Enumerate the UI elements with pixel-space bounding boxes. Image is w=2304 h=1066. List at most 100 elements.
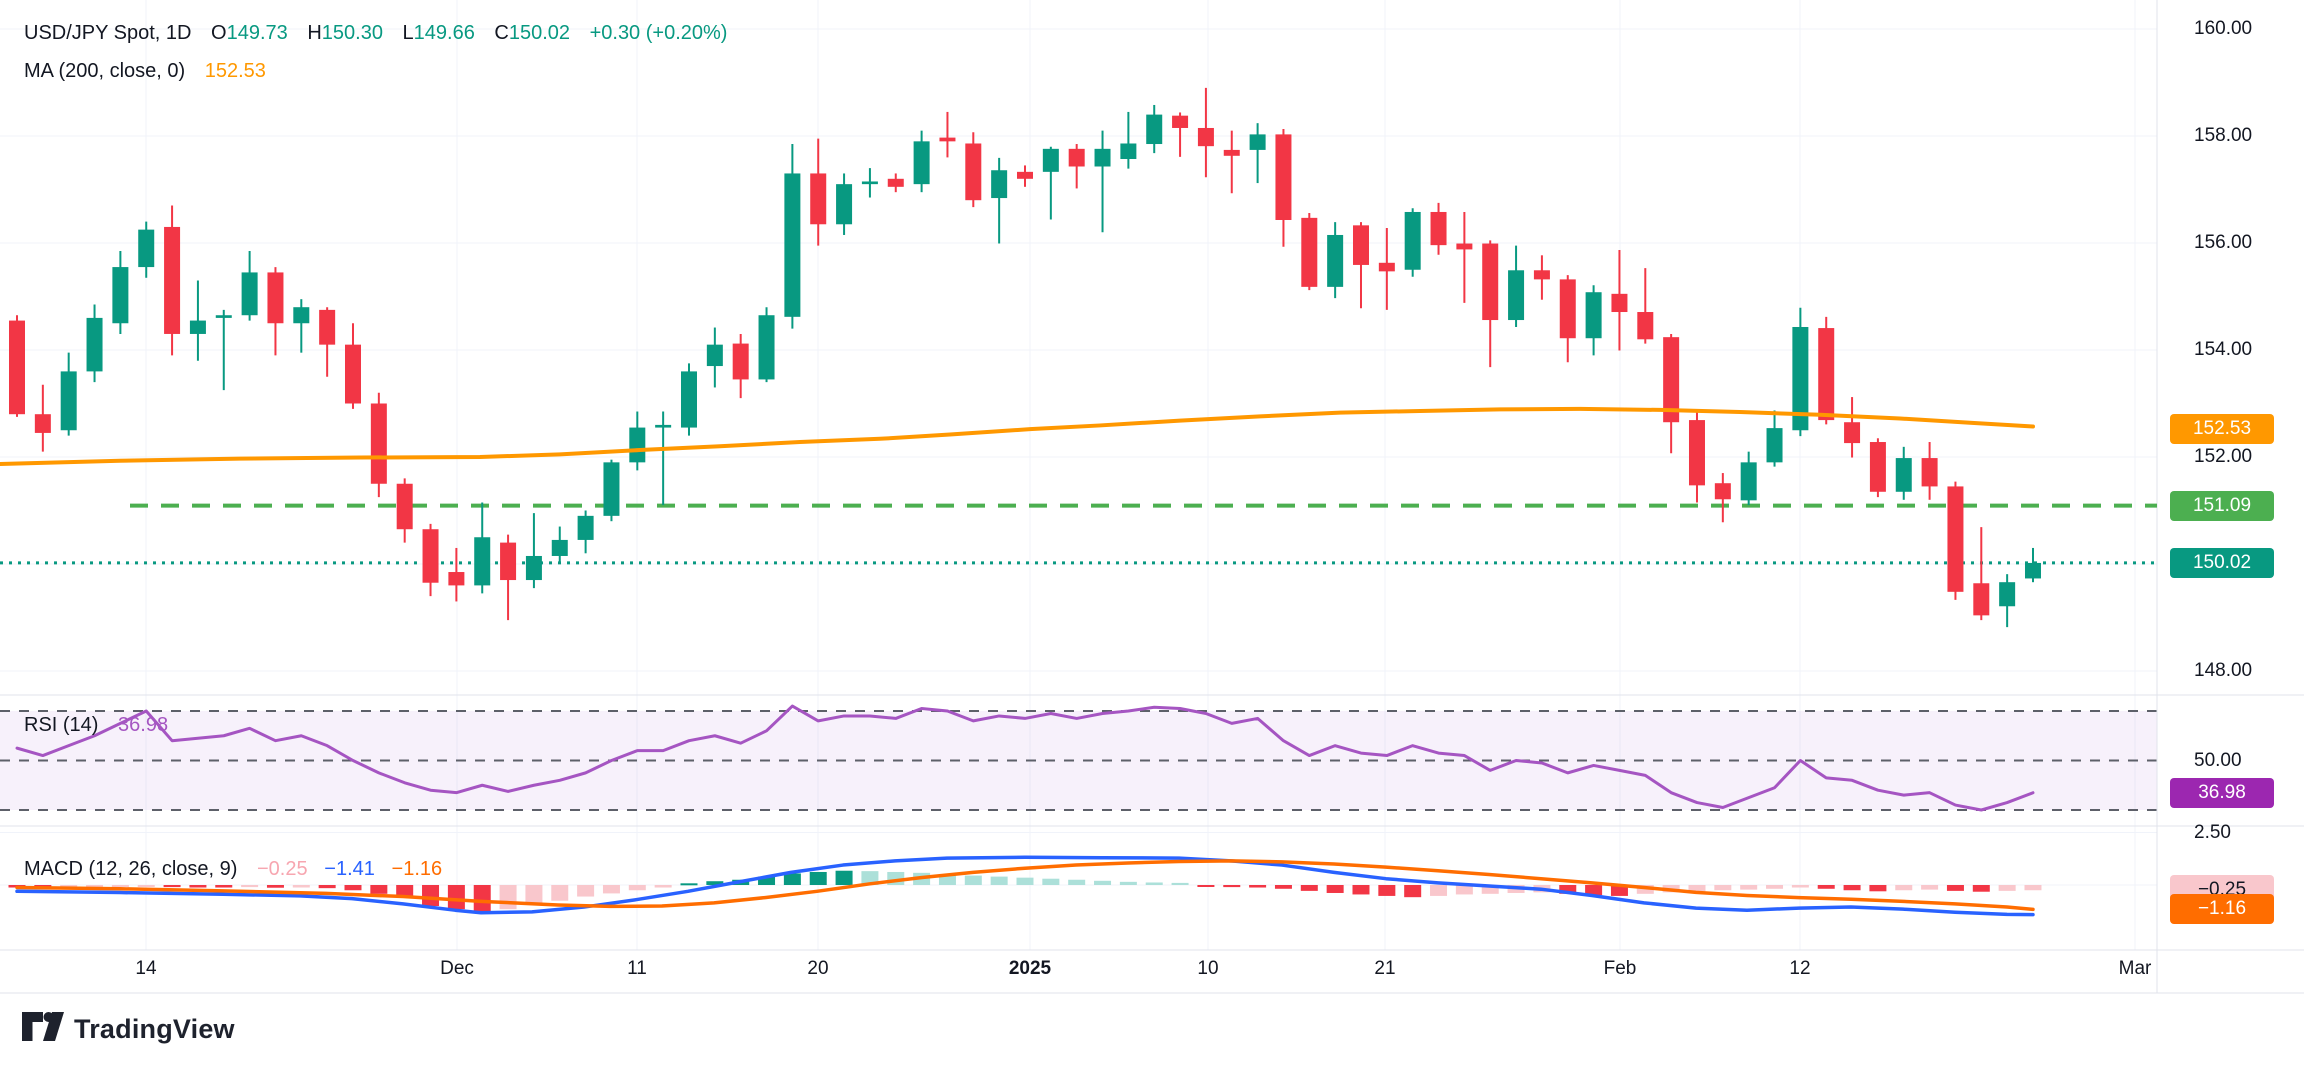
axis-tick-label: 158.00 — [2194, 125, 2253, 146]
macd-line — [15, 855, 2035, 917]
axis-tick-label: 152.00 — [2194, 446, 2253, 467]
macd-histogram-bar — [1998, 885, 2016, 891]
time-tick-label: 12 — [1789, 958, 1811, 979]
macd-histogram-bar — [861, 871, 879, 885]
candle-down — [34, 414, 51, 433]
macd-histogram-bar — [525, 885, 543, 905]
axis-tick-label: 160.00 — [2194, 18, 2253, 39]
candle-down — [1947, 486, 1964, 592]
macd-histogram-bar — [1714, 885, 1732, 891]
brand-text: TradingView — [74, 1013, 235, 1044]
macd-histogram-bar — [1094, 880, 1112, 885]
macd-histogram-bar — [1740, 885, 1758, 890]
rsi-legend-row[interactable]: RSI (14) 36.98 — [24, 712, 168, 738]
candle-down — [1921, 458, 1938, 487]
candle-down — [1533, 270, 1550, 280]
candle-up — [525, 555, 542, 581]
axis-price-badge: 152.53 — [2170, 413, 2274, 444]
ma200-line — [0, 406, 2035, 466]
candle-down — [1430, 211, 1447, 246]
macd-histogram-bar — [1274, 885, 1292, 889]
candle-up — [1249, 134, 1266, 150]
candle-down — [1223, 149, 1240, 156]
candle-up — [1792, 326, 1809, 431]
macd-histogram-bar — [2024, 885, 2042, 891]
macd-histogram-bar — [1249, 885, 1267, 888]
candle-up — [551, 539, 568, 556]
macd-histogram-bar — [1972, 885, 1990, 892]
macd-histogram-bar — [1636, 885, 1654, 894]
close-label: C — [494, 22, 509, 44]
macd-histogram-bar — [1946, 885, 1964, 891]
axis-price-badge: 150.02 — [2170, 547, 2274, 578]
macd-line-value: −1.41 — [324, 858, 375, 880]
candle-down — [1197, 127, 1214, 147]
axis-tick-label: 154.00 — [2194, 339, 2253, 360]
candle-up — [215, 315, 232, 318]
candle-down — [887, 178, 904, 187]
macd-histogram-bar — [1145, 882, 1163, 885]
macd-histogram-bar — [241, 885, 259, 888]
macd-histogram-bar — [1843, 885, 1861, 891]
macd-histogram-bar — [1068, 879, 1086, 885]
macd-histogram-bar — [706, 881, 724, 885]
ma-label[interactable]: MA (200, close, 0) — [24, 60, 186, 82]
candle-up — [1120, 143, 1137, 160]
symbol-title[interactable]: USD/JPY Spot, 1D — [24, 22, 192, 44]
candle-up — [293, 307, 310, 324]
symbol-legend-row[interactable]: USD/JPY Spot, 1D O149.73 H150.30 L149.66… — [24, 20, 727, 46]
open-value: 149.73 — [226, 22, 288, 44]
macd-histogram-bar — [111, 885, 129, 887]
candle-down — [732, 343, 749, 380]
axis-price-badge: 151.09 — [2170, 490, 2274, 521]
candle-down — [422, 529, 439, 583]
tradingview-logo-icon — [22, 1012, 64, 1041]
macd-hist-value: −0.25 — [256, 858, 308, 880]
high-label: H — [307, 22, 322, 44]
candle-up — [112, 267, 129, 324]
macd-histogram-bar — [1585, 885, 1603, 896]
macd-histogram-bar — [1869, 885, 1887, 892]
candle-down — [1973, 583, 1990, 616]
rsi-value: 36.98 — [118, 714, 169, 736]
rsi-label[interactable]: RSI (14) — [24, 714, 99, 736]
candle-down — [810, 173, 827, 225]
tradingview-logo[interactable]: TradingView — [22, 1012, 235, 1046]
macd-histogram-bar — [1223, 885, 1241, 888]
macd-legend-row[interactable]: MACD (12, 26, close, 9) −0.25 −1.41 −1.1… — [24, 856, 442, 882]
macd-histogram-bar — [1791, 885, 1809, 888]
time-tick-label: 20 — [807, 958, 829, 979]
candle-up — [577, 515, 594, 540]
rsi-line — [15, 704, 2035, 812]
macd-histogram-bar — [189, 885, 207, 888]
macd-signal-line — [15, 859, 2035, 912]
candle-down — [1482, 243, 1499, 321]
axis-tick-label: 156.00 — [2194, 232, 2253, 253]
time-tick-label: 21 — [1374, 958, 1396, 979]
macd-histogram-bar — [680, 883, 698, 886]
ma-legend-row[interactable]: MA (200, close, 0) 152.53 — [24, 58, 266, 84]
candle-down — [1301, 217, 1318, 287]
candle-down — [1016, 171, 1033, 179]
candle-down — [1456, 243, 1473, 250]
macd-label[interactable]: MACD (12, 26, close, 9) — [24, 858, 238, 880]
candle-up — [1042, 148, 1059, 172]
candle-down — [1559, 279, 1576, 339]
macd-histogram-bar — [292, 885, 310, 888]
time-tick-label: Feb — [1603, 958, 1637, 979]
time-tick-label: 11 — [627, 958, 647, 979]
macd-histogram-bar — [215, 885, 233, 888]
macd-histogram-bar — [499, 885, 517, 910]
macd-histogram-bar — [1300, 885, 1318, 891]
candle-down — [965, 143, 982, 201]
macd-histogram-bar — [1430, 885, 1448, 896]
macd-histogram-bar — [1378, 885, 1396, 896]
candle-down — [1663, 337, 1680, 423]
time-tick-label: Dec — [440, 958, 474, 979]
candle-up — [680, 371, 697, 428]
candle-down — [500, 542, 517, 581]
candle-up — [60, 371, 77, 431]
candle-up — [861, 181, 878, 185]
